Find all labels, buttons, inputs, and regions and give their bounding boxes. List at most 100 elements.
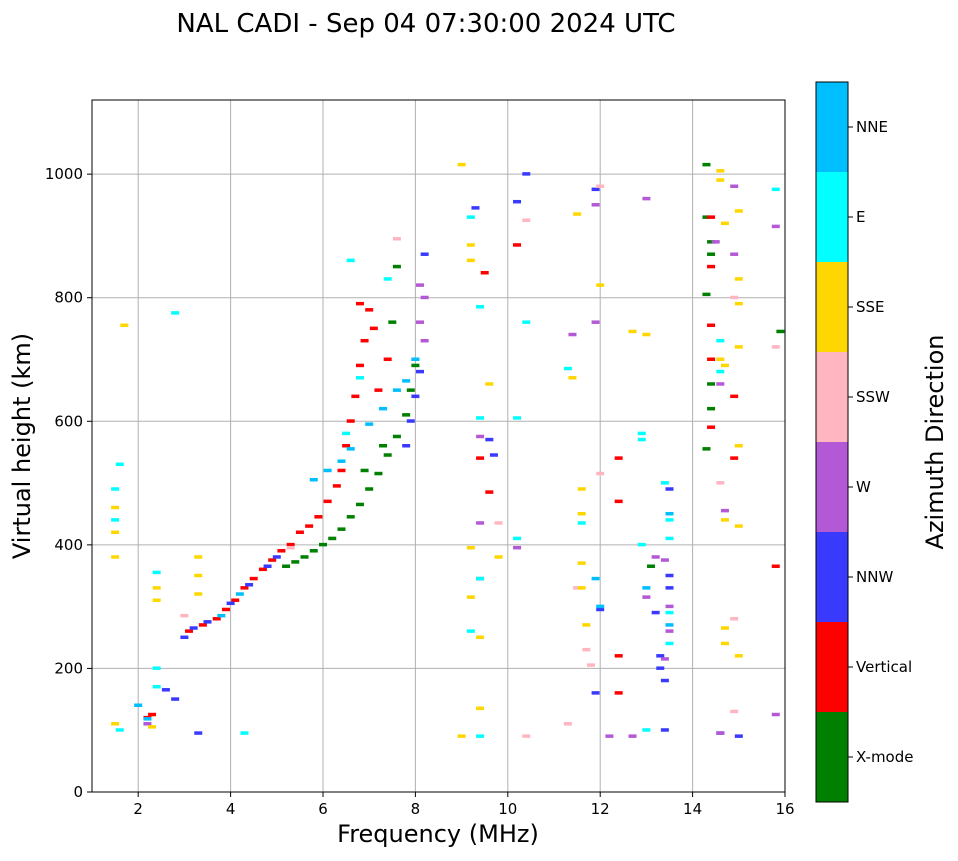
data-point: [660, 657, 669, 661]
data-point: [702, 292, 711, 297]
data-point: [476, 304, 485, 309]
data-point: [734, 209, 743, 213]
data-point: [194, 592, 203, 596]
data-point: [771, 712, 780, 717]
data-point: [476, 456, 485, 460]
data-point: [351, 394, 360, 399]
data-point: [291, 560, 300, 564]
data-point: [642, 332, 651, 337]
data-point: [120, 323, 129, 328]
data-point: [245, 583, 254, 587]
colorbar-tick-label: Vertical: [856, 658, 912, 676]
y-tick-label: 0: [73, 783, 83, 801]
series-vertical: [143, 215, 780, 720]
data-point: [402, 413, 411, 417]
data-point: [115, 728, 124, 732]
data-point: [707, 357, 716, 361]
data-point: [360, 338, 369, 343]
data-point: [716, 169, 725, 173]
data-point: [707, 382, 716, 386]
data-point: [707, 264, 716, 269]
data-point: [286, 545, 295, 550]
series-nne: [134, 357, 674, 721]
data-point: [665, 641, 674, 646]
data-point: [513, 416, 522, 420]
data-point: [411, 357, 420, 361]
data-point: [642, 586, 651, 590]
data-point: [614, 654, 623, 658]
data-point: [111, 530, 120, 534]
data-point: [420, 338, 429, 343]
colorbar-label: Azimuth Direction: [921, 335, 949, 550]
data-point: [776, 329, 785, 334]
data-point: [716, 338, 725, 343]
data-point: [730, 184, 739, 188]
data-point: [379, 406, 388, 411]
data-point: [656, 666, 665, 670]
data-point: [730, 252, 739, 256]
data-point: [734, 301, 743, 306]
x-tick-label: 12: [591, 800, 610, 818]
data-point: [392, 434, 401, 439]
data-point: [231, 598, 240, 602]
data-point: [476, 434, 485, 439]
data-point: [707, 323, 716, 328]
series-x-mode: [282, 162, 785, 568]
data-point: [720, 221, 729, 226]
y-axis-label: Virtual height (km): [8, 333, 36, 559]
data-point: [346, 419, 355, 423]
data-point: [240, 731, 249, 735]
data-point: [194, 573, 203, 578]
data-point: [369, 326, 378, 331]
data-point: [476, 576, 485, 581]
data-point: [111, 722, 120, 726]
data-point: [148, 725, 157, 729]
data-point: [466, 595, 475, 599]
data-point: [365, 308, 374, 312]
data-point: [314, 515, 323, 519]
grid-lines: [92, 100, 786, 793]
data-point: [702, 447, 711, 451]
data-point: [771, 564, 780, 568]
data-point: [485, 382, 494, 386]
data-point: [660, 678, 669, 683]
data-point: [198, 623, 207, 627]
data-point: [383, 453, 392, 457]
data-point: [563, 366, 572, 371]
data-point: [665, 629, 674, 633]
data-point: [111, 518, 120, 522]
data-point: [476, 734, 485, 738]
data-point: [485, 437, 494, 442]
data-point: [577, 586, 586, 590]
data-point: [346, 447, 355, 451]
data-point: [513, 243, 522, 247]
data-point: [702, 162, 711, 167]
data-point: [374, 388, 383, 392]
data-point: [720, 626, 729, 630]
data-point: [466, 545, 475, 550]
colorbar-tick-label: X-mode: [856, 748, 913, 766]
x-tick-label: 4: [226, 800, 236, 818]
data-point: [194, 731, 203, 735]
data-point: [194, 555, 203, 559]
data-point: [522, 734, 531, 738]
data-point: [577, 561, 586, 565]
data-point: [586, 663, 595, 667]
data-point: [734, 345, 743, 349]
data-point: [637, 542, 646, 547]
data-point: [651, 555, 660, 559]
data-point: [637, 437, 646, 442]
data-point: [388, 320, 397, 324]
data-point: [319, 542, 327, 547]
data-point: [522, 218, 531, 222]
colorbar-segment: [816, 532, 848, 622]
x-axis-ticks: 2 4 6 8 10 12 14 16: [133, 792, 795, 818]
data-point: [665, 604, 674, 609]
data-point: [240, 586, 249, 590]
data-point: [286, 542, 295, 547]
data-point: [263, 564, 272, 568]
data-point: [416, 320, 425, 324]
y-axis-ticks: 0 200 400 600 800 1000: [45, 165, 92, 801]
data-point: [476, 416, 485, 420]
data-point: [420, 252, 429, 256]
